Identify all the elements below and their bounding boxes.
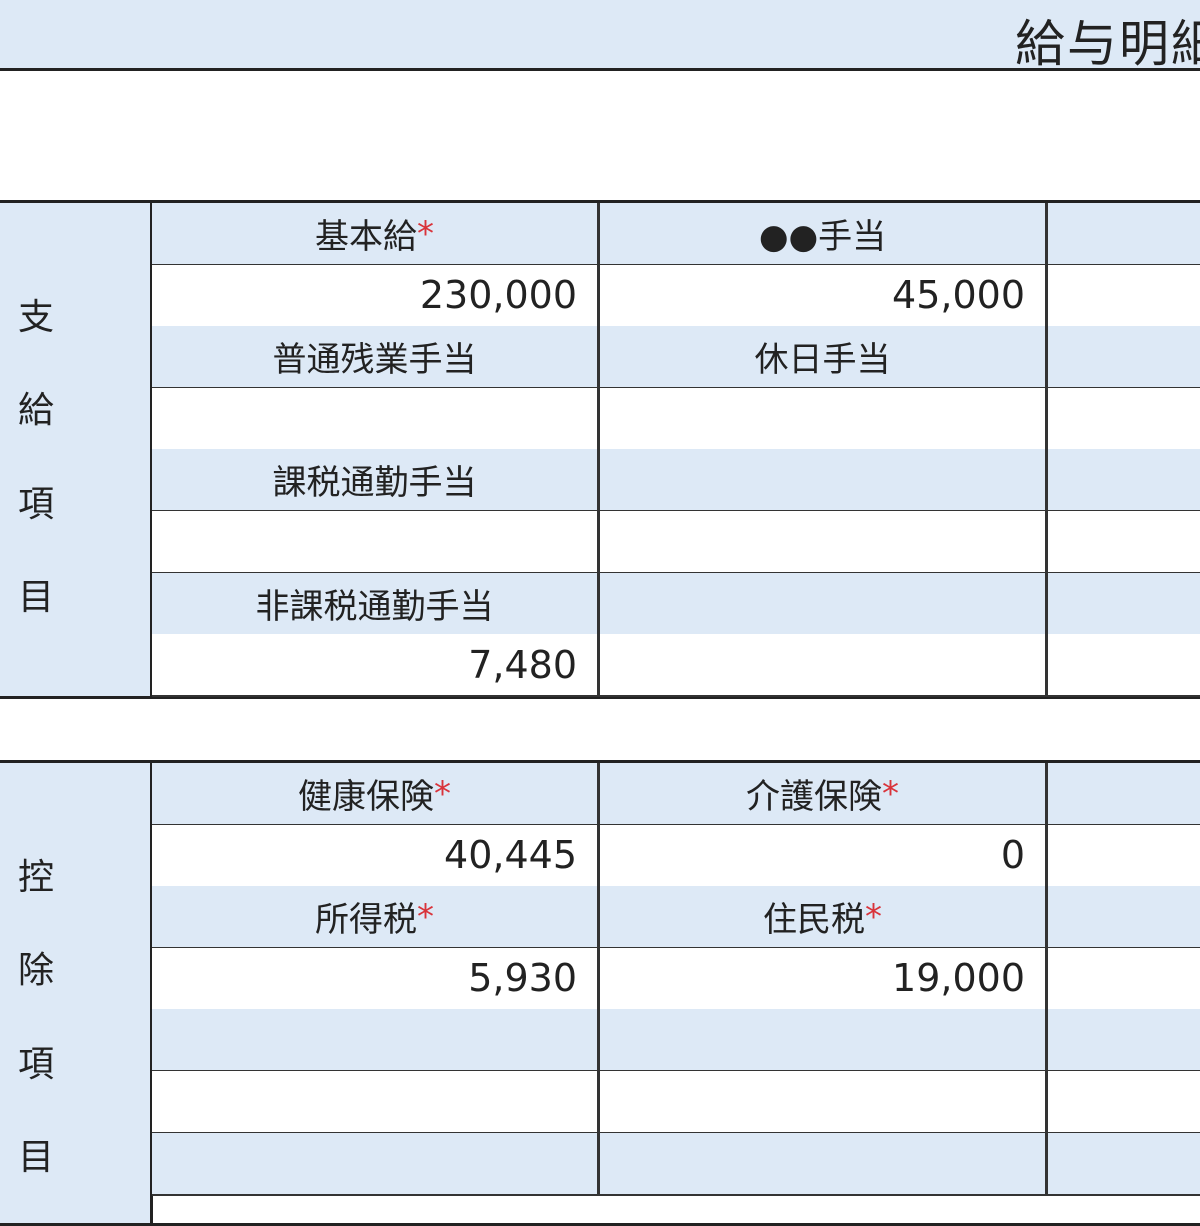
amount-cell[interactable]: 7,480 (152, 634, 600, 696)
item-label-cell[interactable] (152, 1009, 600, 1071)
item-label: 休日手当 (754, 340, 891, 381)
table-row: 5,930 19,000 (152, 947, 1200, 1011)
item-label-cell[interactable] (600, 449, 1048, 511)
item-label-cell[interactable] (1048, 886, 1200, 947)
item-label: 非課税通勤手当 (255, 586, 494, 627)
title-bar: 給与明細 (0, 0, 1200, 71)
amount-cell[interactable] (1048, 825, 1200, 886)
required-mark: * (882, 773, 899, 814)
item-label-cell[interactable]: 介護保険 * (600, 763, 1048, 824)
item-label-cell[interactable] (152, 1132, 600, 1194)
side-label-char: 目 (18, 577, 55, 618)
amount-cell[interactable]: 40,445 (152, 824, 600, 886)
item-label-cell[interactable] (1048, 573, 1200, 634)
deductions-table: 控除項目 健康保険 * 介護保険 * 40,445 0 所得税 * 住民税 * 5,930 19,00… (0, 760, 1200, 1226)
side-label-char: 項 (18, 1044, 55, 1085)
required-mark: * (434, 773, 451, 814)
amount-cell[interactable] (1048, 265, 1200, 326)
side-label-char: 目 (18, 1137, 55, 1178)
table-row: 課税通勤手当 (152, 449, 1200, 513)
table-row: 40,445 0 (152, 824, 1200, 888)
amount-cell[interactable] (1048, 388, 1200, 449)
amount-cell[interactable] (600, 387, 1048, 449)
table-row: 230,000 45,000 (152, 264, 1200, 328)
page-title: 給与明細 (1015, 15, 1200, 71)
item-label-cell[interactable] (1048, 449, 1200, 510)
required-mark: * (417, 213, 434, 254)
item-label-cell[interactable]: 所得税 * (152, 886, 600, 948)
item-label: 介護保険 (746, 777, 882, 817)
table-row: 基本給 * ●●手当 (152, 203, 1200, 266)
table-row (152, 1132, 1200, 1196)
item-label-cell[interactable] (1048, 1133, 1200, 1194)
amount-cell[interactable]: 0 (600, 824, 1048, 886)
item-label-cell[interactable]: 課税通勤手当 (152, 449, 600, 511)
table-row (152, 511, 1200, 574)
side-label-char: 給 (18, 390, 55, 431)
amount-cell[interactable] (600, 1071, 1048, 1132)
amount-cell[interactable]: 45,000 (600, 264, 1048, 326)
item-label-cell[interactable] (600, 1009, 1048, 1071)
item-label-cell[interactable]: 休日手当 (600, 326, 1048, 388)
amount-cell[interactable]: 5,930 (152, 947, 600, 1009)
item-label: 住民税 (763, 900, 865, 941)
item-label: 基本給 (315, 217, 417, 257)
amount-cell[interactable] (152, 1071, 600, 1132)
item-label-cell[interactable] (1048, 203, 1200, 264)
item-label-cell[interactable]: 非課税通勤手当 (152, 572, 600, 634)
item-label-cell[interactable]: 基本給 * (152, 203, 600, 264)
table-row: 7,480 (152, 634, 1200, 698)
table-row (152, 387, 1200, 451)
amount-cell[interactable] (600, 634, 1048, 696)
amount-cell[interactable] (152, 511, 600, 572)
table-row: 普通残業手当 休日手当 (152, 326, 1200, 390)
item-label-cell[interactable]: 健康保険 * (152, 763, 600, 824)
deductions-side-label: 控除項目 (0, 763, 153, 1223)
item-label-cell[interactable]: 普通残業手当 (152, 326, 600, 388)
item-label: ●●手当 (758, 217, 887, 257)
item-label: 課税通勤手当 (272, 463, 477, 504)
table-row: 所得税 * 住民税 * (152, 886, 1200, 950)
item-label-cell[interactable] (600, 572, 1048, 634)
item-label-cell[interactable] (1048, 763, 1200, 824)
table-row: 非課税通勤手当 (152, 572, 1200, 636)
item-label-cell[interactable]: ●●手当 (600, 203, 1048, 264)
amount-cell[interactable]: 19,000 (600, 947, 1048, 1009)
amount-cell[interactable] (152, 387, 600, 449)
item-label-cell[interactable] (1048, 326, 1200, 387)
required-mark: * (865, 896, 882, 937)
side-label-char: 支 (18, 297, 55, 338)
item-label-cell[interactable] (1048, 1009, 1200, 1070)
amount-cell[interactable] (1048, 634, 1200, 695)
item-label: 所得税 (315, 900, 417, 941)
amount-cell[interactable] (1048, 511, 1200, 572)
payments-side-label: 支給項目 (0, 203, 153, 696)
payments-table: 支給項目 基本給 * ●●手当 230,000 45,000 普通残業手当 休日手当課税通勤… (0, 200, 1200, 699)
amount-cell[interactable] (1048, 948, 1200, 1009)
required-mark: * (417, 896, 434, 937)
table-row (152, 1071, 1200, 1134)
amount-cell[interactable]: 230,000 (152, 264, 600, 326)
table-row (152, 1009, 1200, 1073)
side-label-char: 控 (18, 857, 55, 898)
amount-cell[interactable] (600, 511, 1048, 572)
item-label-cell[interactable] (600, 1132, 1048, 1194)
item-label: 健康保険 (298, 777, 434, 817)
side-label-char: 項 (18, 484, 55, 525)
item-label-cell[interactable]: 住民税 * (600, 886, 1048, 948)
table-row: 健康保険 * 介護保険 * (152, 763, 1200, 826)
amount-cell[interactable] (1048, 1071, 1200, 1132)
side-label-char: 除 (18, 950, 55, 991)
item-label: 普通残業手当 (272, 340, 477, 381)
